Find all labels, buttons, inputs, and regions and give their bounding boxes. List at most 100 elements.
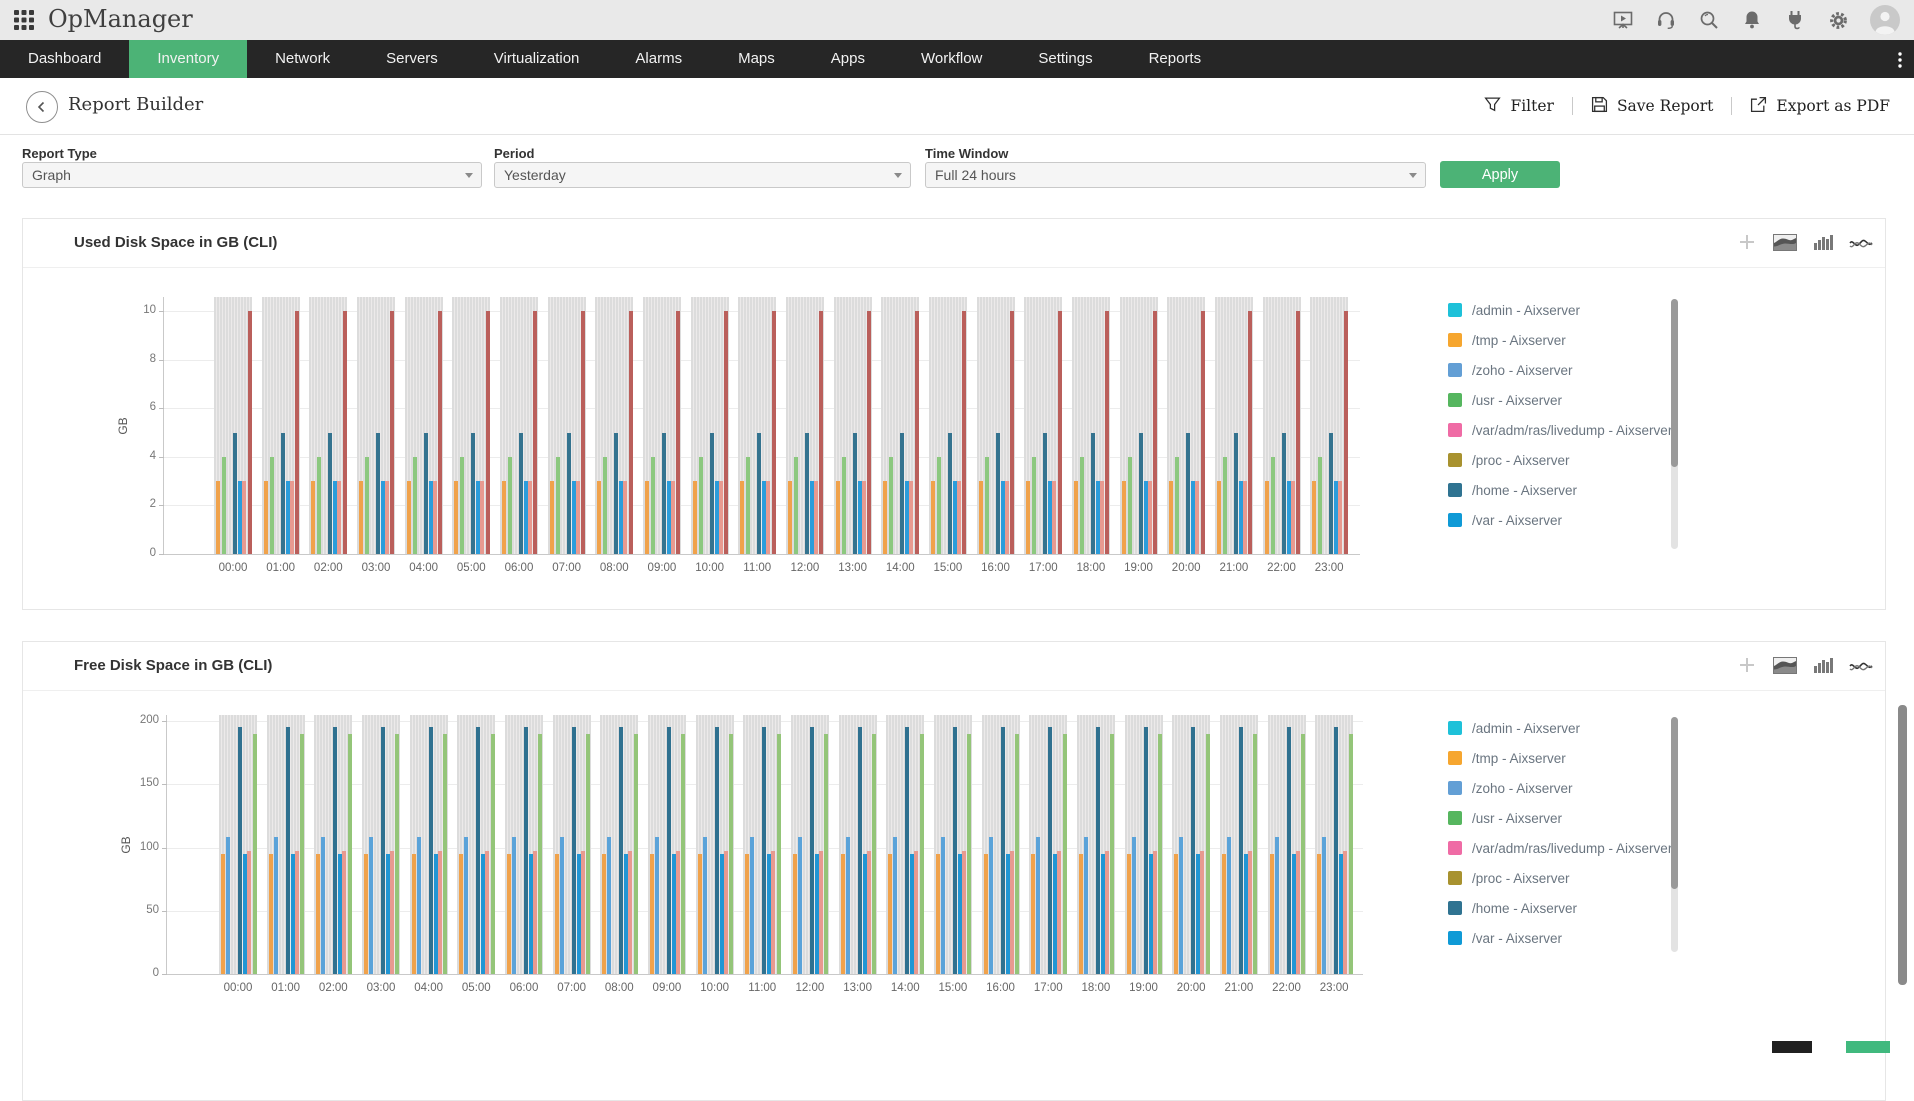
bar: [1334, 481, 1339, 554]
area-chart-icon[interactable]: [1773, 656, 1797, 674]
legend-item[interactable]: /tmp - Aixserver: [1448, 743, 1672, 773]
line-chart-icon[interactable]: [1849, 656, 1873, 674]
bar: [1329, 432, 1334, 554]
line-chart-icon[interactable]: [1849, 233, 1873, 251]
period-select[interactable]: Yesterday: [494, 162, 911, 188]
legend-item[interactable]: /admin - Aixserver: [1448, 295, 1672, 325]
bell-icon[interactable]: [1741, 9, 1763, 31]
legend-item[interactable]: /zoho - Aixserver: [1448, 355, 1672, 385]
bar: [233, 432, 237, 554]
plug-icon[interactable]: [1784, 9, 1806, 31]
bar: [1339, 853, 1344, 974]
bar: [1000, 727, 1005, 974]
time-window-select[interactable]: Full 24 hours: [925, 162, 1426, 188]
bar: [607, 837, 612, 974]
bar: [1110, 733, 1115, 974]
tab-reports[interactable]: Reports: [1148, 50, 1202, 67]
legend-item[interactable]: /var - Aixserver: [1448, 505, 1672, 535]
bar: [797, 837, 802, 974]
bar: [905, 727, 910, 974]
legend-scrollbar-thumb[interactable]: [1671, 299, 1678, 467]
add-icon[interactable]: [1735, 656, 1759, 674]
legend-item[interactable]: /tmp - Aixserver: [1448, 325, 1672, 355]
bar-chart-icon[interactable]: [1811, 233, 1835, 251]
legend-item[interactable]: /proc - Aixserver: [1448, 445, 1672, 475]
tab-settings[interactable]: Settings: [1038, 50, 1093, 67]
bar: [285, 727, 290, 974]
bar: [1200, 851, 1205, 974]
x-tick-label: 23:00: [1314, 562, 1344, 574]
bar: [661, 432, 666, 554]
add-icon[interactable]: [1735, 233, 1759, 251]
apps-grid-icon[interactable]: [13, 9, 35, 31]
chart-title: Used Disk Space in GB (CLI): [74, 234, 278, 251]
x-tick-label: 02:00: [313, 562, 343, 574]
headset-icon[interactable]: [1655, 9, 1677, 31]
legend-item[interactable]: /var/adm/ras/livedump - Aixserver: [1448, 415, 1672, 445]
report-type-value: Graph: [32, 167, 71, 183]
user-avatar[interactable]: [1870, 5, 1900, 35]
legend-item[interactable]: /home - Aixserver: [1448, 893, 1672, 923]
bar: [1143, 481, 1148, 554]
y-tick-label: 0: [149, 547, 156, 559]
bar: [342, 851, 347, 974]
bar: [406, 481, 411, 554]
bar: [666, 481, 671, 554]
bar: [328, 432, 333, 554]
bar: [813, 481, 818, 554]
bottom-widget-dark[interactable]: [1772, 1041, 1812, 1053]
time-window-value: Full 24 hours: [935, 167, 1016, 183]
bar: [347, 733, 352, 974]
apply-button[interactable]: Apply: [1440, 161, 1560, 188]
legend-swatch: [1448, 811, 1462, 825]
action-divider: [1571, 97, 1573, 115]
tab-servers[interactable]: Servers: [386, 50, 438, 67]
legend-item[interactable]: /var/adm/ras/livedump - Aixserver: [1448, 833, 1672, 863]
bar: [437, 851, 442, 974]
bar-chart-icon[interactable]: [1811, 656, 1835, 674]
x-tick-label: 06:00: [504, 562, 534, 574]
search-icon[interactable]: [1698, 9, 1720, 31]
bottom-widget-green[interactable]: [1846, 1041, 1890, 1053]
x-tick-label: 07:00: [557, 982, 586, 994]
legend-item[interactable]: /zoho - Aixserver: [1448, 773, 1672, 803]
tab-virtualization[interactable]: Virtualization: [493, 50, 580, 67]
legend-item[interactable]: /var - Aixserver: [1448, 923, 1672, 953]
page-scrollbar-thumb[interactable]: [1898, 705, 1907, 985]
tab-workflow[interactable]: Workflow: [920, 50, 983, 67]
bar: [671, 853, 676, 974]
tab-maps[interactable]: Maps: [738, 50, 775, 67]
gear-icon[interactable]: [1827, 9, 1849, 31]
legend-scrollbar-thumb[interactable]: [1671, 717, 1678, 889]
bar: [411, 853, 416, 974]
legend-item[interactable]: /home - Aixserver: [1448, 475, 1672, 505]
tab-inventory[interactable]: Inventory: [129, 40, 248, 78]
legend: /admin - Aixserver/tmp - Aixserver/zoho …: [1448, 713, 1672, 953]
report-type-select[interactable]: Graph: [22, 162, 482, 188]
back-button[interactable]: [26, 91, 58, 123]
tab-dashboard[interactable]: Dashboard: [28, 50, 102, 67]
tab-apps[interactable]: Apps: [830, 50, 865, 67]
tab-network[interactable]: Network: [275, 50, 331, 67]
legend-item[interactable]: /admin - Aixserver: [1448, 713, 1672, 743]
bar: [1000, 481, 1005, 554]
bar: [628, 311, 633, 554]
legend-item[interactable]: /proc - Aixserver: [1448, 863, 1672, 893]
plot-area: 0 50 100 150 200 00:00 01:00 02:00 03:00 04:00 05:…: [140, 714, 1363, 994]
bar: [995, 432, 1000, 554]
bar: [1248, 311, 1253, 554]
area-chart-icon[interactable]: [1773, 233, 1797, 251]
x-tick-label: 04:00: [414, 982, 444, 994]
legend-item[interactable]: /usr - Aixserver: [1448, 803, 1672, 833]
bar: [555, 456, 560, 554]
legend-swatch: [1448, 841, 1462, 855]
filter-button[interactable]: Filter: [1484, 96, 1554, 117]
legend-item[interactable]: /usr - Aixserver: [1448, 385, 1672, 415]
presentation-icon[interactable]: [1612, 9, 1634, 31]
tab-alarms[interactable]: Alarms: [635, 50, 683, 67]
kebab-menu-icon[interactable]: [1892, 47, 1908, 73]
save-report-button[interactable]: Save Report: [1591, 96, 1713, 117]
legend-swatch: [1448, 871, 1462, 885]
bar: [624, 853, 629, 974]
export-as-pdf-button[interactable]: Export as PDF: [1750, 96, 1890, 117]
